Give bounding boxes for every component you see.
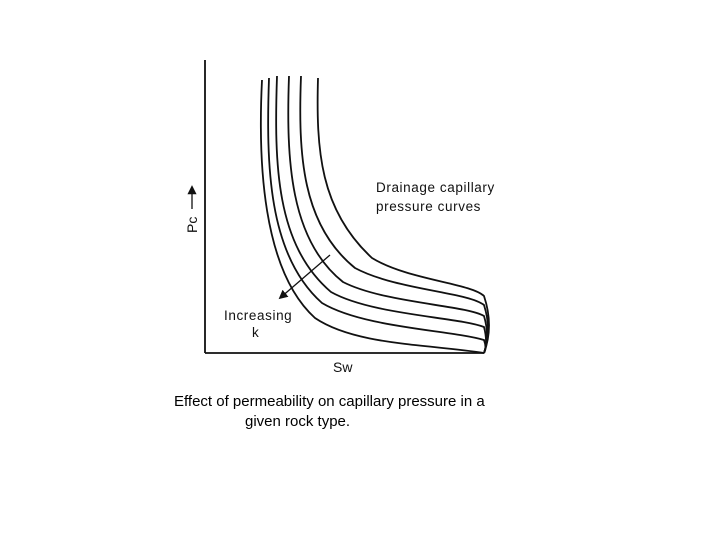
increasing-k-label-line1: Increasing (224, 308, 292, 323)
curves-annotation-line2: pressure curves (376, 199, 481, 214)
figure-caption: Effect of permeability on capillary pres… (174, 392, 534, 432)
drainage-curve-3 (275, 75, 487, 354)
increasing-k-arrow-icon (278, 254, 331, 300)
y-axis-label: Pc (184, 217, 200, 233)
drainage-curve-1 (259, 79, 485, 354)
y-axis-label-group: Pc (184, 185, 200, 233)
drainage-curve-4 (287, 75, 488, 354)
x-axis-label: Sw (333, 359, 353, 375)
drainage-curve-5 (299, 75, 489, 354)
caption-line-2: given rock type. (245, 413, 351, 430)
caption-line-1: Effect of permeability on capillary pres… (174, 393, 485, 410)
drainage-curve-2 (267, 77, 487, 354)
increasing-k-label-line2: k (252, 325, 259, 340)
curves-annotation-line1: Drainage capillary (376, 180, 495, 195)
drainage-curve-6 (316, 77, 490, 354)
drainage-curves (259, 75, 490, 354)
